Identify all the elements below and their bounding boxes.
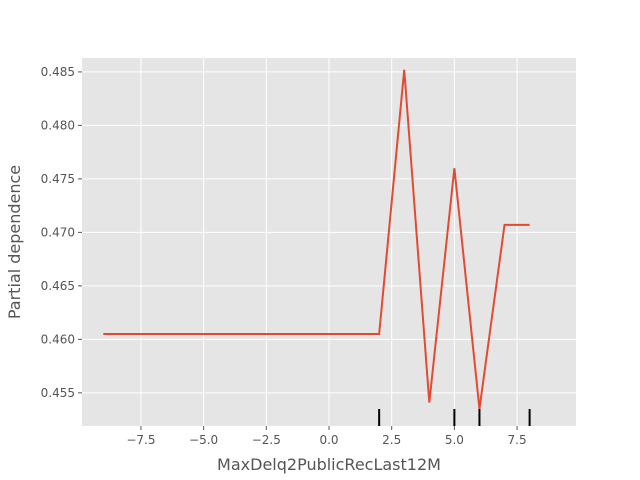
x-tick-label: 0.0 <box>319 433 338 447</box>
x-tick-label: 5.0 <box>445 433 464 447</box>
x-tick-label: −5.0 <box>189 433 218 447</box>
y-tick-label: 0.465 <box>41 279 75 293</box>
x-tick-label: 2.5 <box>382 433 401 447</box>
x-tick-label: −2.5 <box>252 433 281 447</box>
x-tick-label: 7.5 <box>508 433 527 447</box>
y-tick-label: 0.460 <box>41 332 75 346</box>
y-tick-label: 0.475 <box>41 172 75 186</box>
y-axis-ticks: 0.455 0.460 0.465 0.470 0.475 0.480 0.485 <box>41 65 82 400</box>
series-line <box>103 69 530 410</box>
y-tick-label: 0.470 <box>41 225 75 239</box>
y-tick-label: 0.480 <box>41 118 75 132</box>
x-axis-ticks: −7.5 −5.0 −2.5 0.0 2.5 5.0 7.5 <box>126 426 527 447</box>
x-tick-label: −7.5 <box>126 433 155 447</box>
y-tick-label: 0.455 <box>41 386 75 400</box>
y-axis-label: Partial dependence <box>5 165 24 319</box>
x-axis-label: MaxDelq2PublicRecLast12M <box>217 455 441 474</box>
decile-ticks <box>378 409 531 426</box>
y-tick-label: 0.485 <box>41 65 75 79</box>
grid-lines <box>82 58 576 426</box>
